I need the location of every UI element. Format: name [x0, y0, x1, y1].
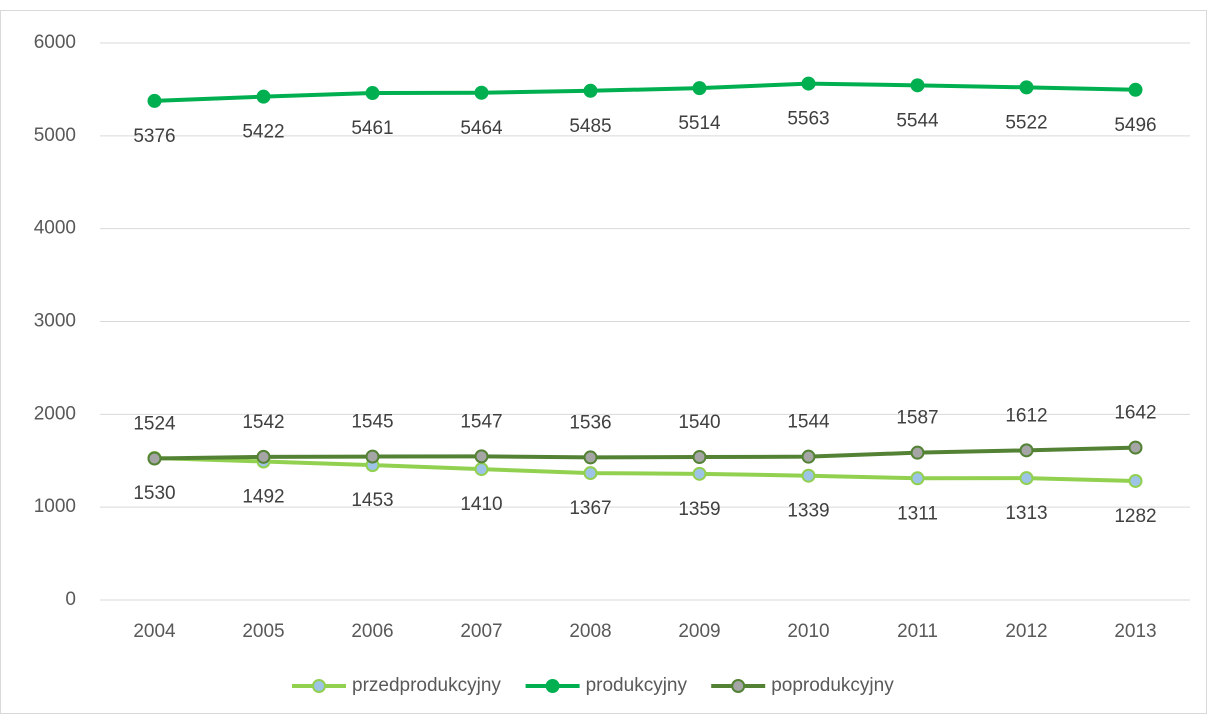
data-label: 1547	[460, 411, 502, 432]
data-label: 1612	[1005, 405, 1047, 426]
marker	[365, 449, 380, 464]
data-label: 5563	[787, 109, 829, 130]
marker	[256, 449, 271, 464]
data-label: 1367	[569, 498, 611, 519]
data-label: 1540	[678, 412, 720, 433]
y-tick-label: 3000	[34, 311, 76, 332]
data-label: 1544	[787, 412, 830, 433]
data-label: 1282	[1114, 506, 1156, 527]
data-label: 1542	[242, 412, 284, 433]
legend-label: poprodukcyjny	[771, 675, 894, 696]
x-tick-label: 2006	[351, 621, 393, 642]
data-label: 1453	[351, 490, 393, 511]
marker	[583, 450, 598, 465]
x-tick-label: 2007	[460, 621, 502, 642]
marker	[692, 466, 707, 481]
marker	[147, 451, 162, 466]
data-label: 1339	[787, 501, 829, 522]
y-tick-label: 6000	[34, 32, 76, 53]
data-label: 5485	[569, 116, 611, 137]
data-label: 1524	[133, 414, 176, 435]
y-tick-label: 2000	[34, 403, 76, 424]
marker	[583, 466, 598, 481]
data-label: 1359	[678, 499, 720, 520]
y-tick-label: 0	[65, 589, 76, 610]
data-label: 5464	[460, 118, 503, 139]
marker	[910, 471, 925, 486]
marker	[1019, 471, 1034, 486]
legend-label: przedprodukcyjny	[352, 675, 501, 696]
data-label: 1642	[1114, 403, 1156, 424]
data-label: 5376	[133, 126, 175, 147]
marker	[474, 449, 489, 464]
marker	[1128, 473, 1143, 488]
legend-marker	[731, 679, 746, 693]
series-line	[154, 81, 1136, 103]
marker	[801, 468, 816, 483]
marker	[910, 78, 925, 93]
marker	[801, 76, 816, 91]
x-tick-label: 2009	[678, 621, 720, 642]
x-tick-label: 2011	[897, 621, 938, 642]
data-label: 1530	[133, 483, 175, 504]
legend-label: produkcyjny	[586, 675, 688, 696]
x-tick-label: 2013	[1114, 621, 1156, 642]
x-tick-label: 2012	[1005, 621, 1047, 642]
x-tick-label: 2004	[133, 621, 176, 642]
data-label: 1536	[569, 412, 611, 433]
data-label: 5514	[678, 113, 721, 134]
series-line	[154, 445, 1136, 461]
legend-marker	[312, 679, 326, 693]
marker	[147, 93, 162, 108]
data-label: 1311	[897, 503, 938, 524]
marker	[365, 86, 380, 101]
series-line	[154, 455, 1136, 483]
marker	[801, 449, 816, 464]
x-tick-label: 2005	[242, 621, 284, 642]
marker	[256, 89, 271, 104]
marker	[1019, 443, 1034, 458]
marker	[474, 462, 489, 477]
data-label: 1313	[1005, 503, 1047, 524]
data-label: 1587	[896, 408, 938, 429]
marker	[692, 81, 707, 96]
data-label: 5496	[1114, 115, 1156, 136]
marker	[583, 83, 598, 98]
y-tick-label: 1000	[34, 496, 76, 517]
marker	[910, 445, 925, 460]
data-label: 5461	[351, 118, 393, 139]
data-label: 5422	[242, 122, 284, 143]
data-label: 1410	[460, 494, 502, 515]
marker	[1019, 80, 1034, 95]
x-tick-label: 2008	[569, 621, 611, 642]
x-tick-label: 2010	[787, 621, 829, 642]
data-label: 1492	[242, 487, 284, 508]
y-tick-label: 4000	[34, 218, 76, 239]
marker	[1128, 440, 1143, 455]
data-label: 1545	[351, 412, 393, 433]
y-tick-label: 5000	[34, 125, 76, 146]
marker	[1128, 82, 1143, 97]
chart-frame	[0, 10, 1207, 714]
marker	[692, 450, 707, 465]
data-label: 5544	[896, 110, 939, 131]
marker	[474, 85, 489, 100]
legend-marker	[545, 679, 560, 693]
data-label: 5522	[1005, 112, 1047, 133]
